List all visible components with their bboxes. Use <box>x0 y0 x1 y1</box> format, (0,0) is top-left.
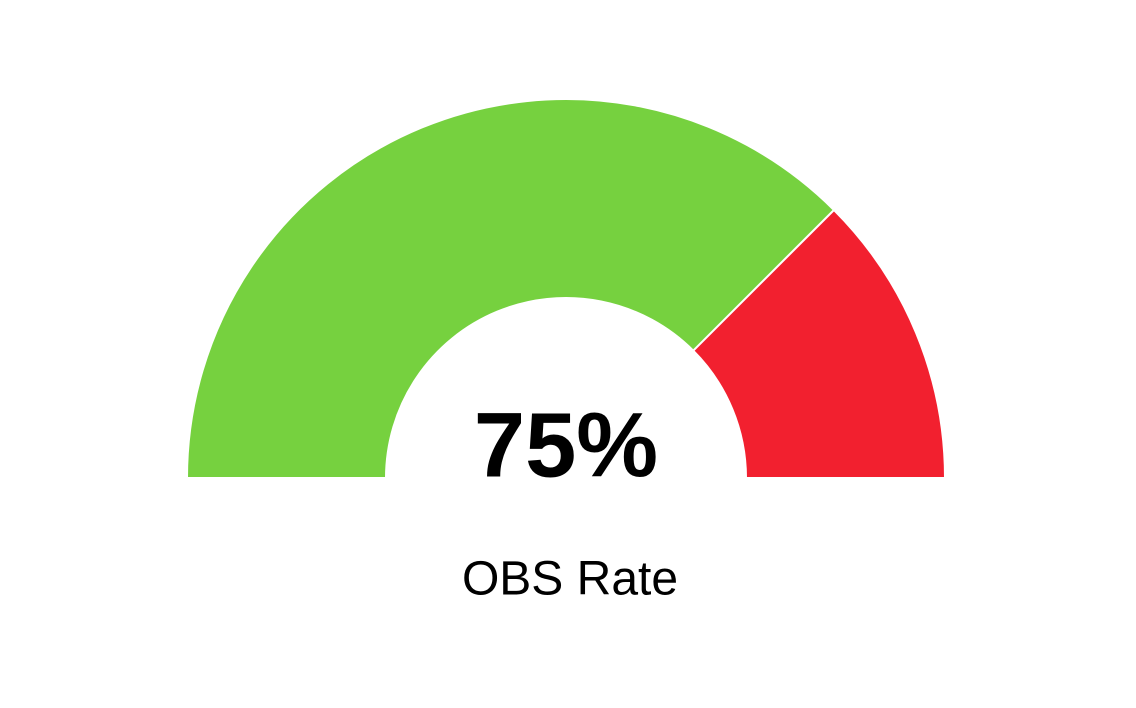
gauge-remainder-arc <box>691 208 947 479</box>
gauge-value-label: 75% <box>474 394 658 496</box>
gauge-value-arc <box>185 98 836 479</box>
gauge-label: OBS Rate <box>462 553 678 606</box>
